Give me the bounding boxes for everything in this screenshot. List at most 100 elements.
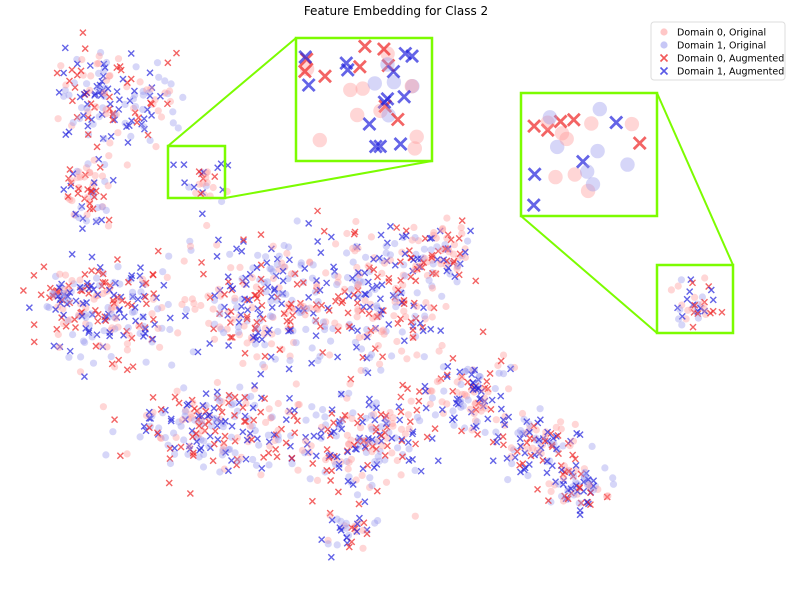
data-point: [224, 273, 232, 281]
data-point: [142, 300, 150, 308]
data-point: [399, 451, 407, 459]
data-point: [535, 438, 544, 446]
data-point: [196, 446, 204, 454]
data-point: [216, 468, 224, 476]
data-point: [229, 285, 237, 293]
data-point: [283, 249, 291, 257]
data-point: [302, 433, 310, 441]
data-point: [149, 315, 157, 323]
data-point: [438, 406, 446, 414]
data-point: [281, 310, 290, 318]
data-point: [683, 295, 691, 303]
data-point: [380, 330, 388, 338]
data-point: [45, 303, 53, 312]
data-point: [301, 437, 310, 445]
data-point: [316, 322, 324, 330]
data-point: [353, 528, 361, 536]
data-point: [242, 418, 250, 426]
data-point: [311, 317, 319, 325]
data-point: [453, 278, 461, 286]
data-point: [351, 445, 359, 453]
data-point: [60, 295, 69, 303]
data-point: [367, 351, 376, 359]
data-point: [274, 436, 282, 444]
data-point: [411, 466, 419, 474]
data-point: [124, 300, 132, 308]
data-point: [457, 374, 465, 382]
data-point: [707, 286, 715, 294]
data-point: [345, 531, 353, 539]
data-point: [345, 323, 353, 331]
data-point: [199, 175, 207, 183]
data-point: [101, 161, 109, 169]
data-point: [334, 326, 342, 334]
data-point: [372, 399, 380, 407]
data-point: [488, 396, 496, 404]
data-point: [71, 316, 79, 324]
data-point: [297, 259, 305, 267]
data-point: [286, 352, 294, 360]
data-point: [198, 210, 206, 218]
data-point: [150, 290, 158, 298]
data-point: [289, 338, 298, 347]
data-point: [161, 77, 169, 85]
data-point: [86, 62, 94, 70]
data-point: [533, 446, 542, 454]
data-point: [353, 263, 361, 272]
data-point: [269, 313, 277, 322]
data-point: [330, 419, 338, 427]
data-point: [577, 470, 585, 478]
data-point: [379, 353, 387, 361]
data-point: [357, 366, 365, 375]
data-point: [130, 87, 138, 95]
data-point: [381, 259, 389, 267]
data-point: [60, 69, 68, 77]
data-point: [301, 449, 309, 457]
data-point: [365, 439, 373, 447]
data-point: [353, 343, 360, 351]
data-point: [253, 318, 261, 326]
data-point: [427, 325, 435, 333]
data-point: [365, 401, 373, 409]
data-point: [432, 269, 440, 277]
data-point: [253, 353, 261, 361]
data-point: [85, 198, 94, 206]
data-point: [98, 172, 107, 180]
data-point: [362, 448, 370, 456]
data-point: [54, 115, 62, 123]
data-point: [319, 406, 327, 414]
data-point: [323, 446, 331, 454]
data-point: [173, 387, 181, 395]
data-point: [507, 363, 515, 371]
data-point: [284, 408, 292, 416]
data-point: [111, 416, 119, 424]
data-point: [404, 411, 412, 419]
data-point: [423, 433, 431, 441]
data-point: [115, 96, 123, 104]
data-point: [196, 415, 204, 423]
data-point: [143, 86, 151, 94]
data-point: [420, 245, 428, 253]
data-point: [43, 303, 51, 311]
data-point: [261, 352, 269, 360]
data-point: [65, 282, 73, 290]
data-point: [333, 541, 341, 549]
data-point: [113, 313, 121, 321]
data-point: [112, 314, 120, 322]
data-point: [376, 295, 384, 303]
data-point: [550, 139, 565, 155]
data-point: [111, 325, 119, 333]
data-point: [407, 141, 422, 156]
data-point: [241, 412, 249, 420]
data-point: [105, 152, 113, 160]
data-point: [71, 83, 79, 91]
data-point: [320, 227, 328, 235]
data-point: [327, 337, 335, 345]
data-point: [296, 299, 304, 307]
data-point: [450, 257, 458, 265]
data-point: [535, 450, 543, 458]
data-point: [343, 457, 351, 466]
data-point: [420, 304, 428, 312]
data-point: [689, 301, 697, 309]
data-point: [604, 492, 612, 500]
